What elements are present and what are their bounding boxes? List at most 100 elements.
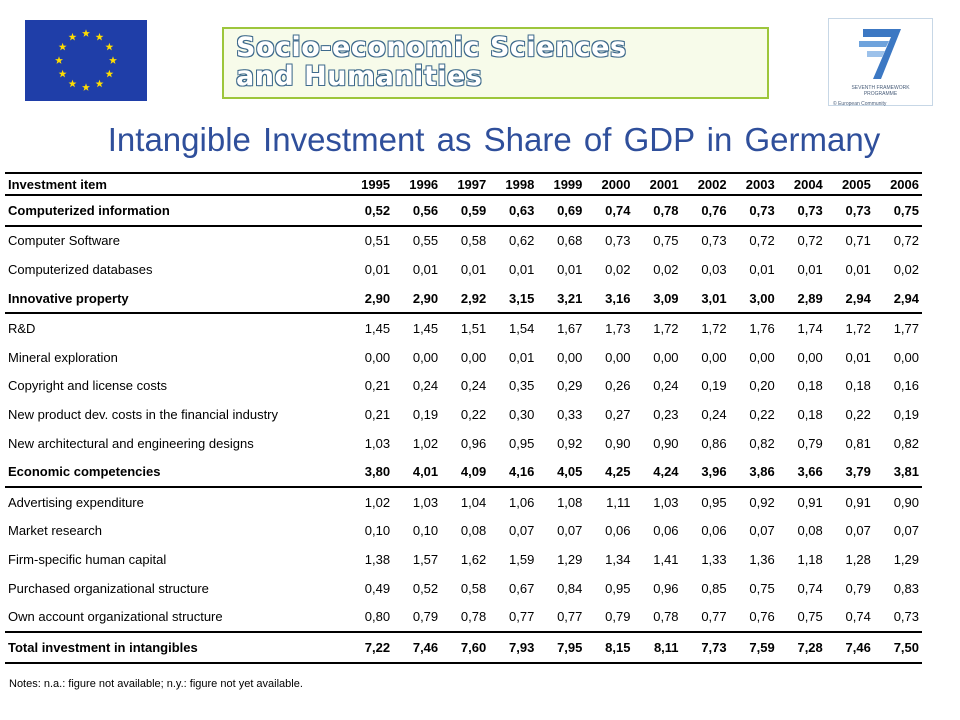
row-value: 0,01 <box>412 261 439 277</box>
row-value: 3,79 <box>845 464 871 480</box>
row-value: 0,69 <box>557 202 583 218</box>
row-value: 1,67 <box>537 312 586 343</box>
row-value: 0,75 <box>893 202 919 218</box>
row-value: 1,73 <box>585 312 634 343</box>
star-icon <box>95 32 104 41</box>
row-value: 1,34 <box>605 551 631 567</box>
star-icon <box>82 29 90 37</box>
fp7-caption-1: SEVENTH FRAMEWORK <box>851 85 910 91</box>
row-value: 0,00 <box>605 349 631 365</box>
row-value: 0,18 <box>845 378 871 394</box>
row-value: 1,11 <box>585 485 634 517</box>
row-value: 0,79 <box>605 609 631 625</box>
row-value: 3,80 <box>364 464 391 480</box>
row-value: 0,02 <box>605 261 631 277</box>
row-label: Firm-specific human capital <box>8 551 167 567</box>
row-value: 0,76 <box>701 202 727 218</box>
row-value: 0,23 <box>653 406 679 422</box>
star-icon <box>68 79 77 88</box>
header-year: 2001 <box>633 172 682 196</box>
row-value: 0,20 <box>749 378 775 394</box>
row-value: 1,04 <box>441 485 490 517</box>
row-value: 1,28 <box>845 551 871 567</box>
row-value: 0,22 <box>749 406 775 422</box>
row-value: 1,33 <box>701 551 727 567</box>
table-row: R&D 1,45 1,45 1,51 1,54 1,67 1,73 1,72 1,72 1,76 1… <box>5 312 922 343</box>
row-value: 1,29 <box>557 551 583 567</box>
row-value: 0,18 <box>797 406 823 422</box>
row-value: 0,77 <box>701 609 727 625</box>
row-value: 0,73 <box>893 609 919 625</box>
row-value: 1,76 <box>729 312 778 343</box>
row-value: 0,81 <box>845 435 871 451</box>
row-value: 0,72 <box>873 224 922 256</box>
row-value: 0,74 <box>605 202 631 218</box>
row-value: 0,06 <box>701 523 727 539</box>
row-label: Purchased organizational structure <box>8 580 209 596</box>
row-value: 0,24 <box>701 406 727 422</box>
row-value: 0,71 <box>825 224 874 256</box>
row-value: 0,10 <box>412 523 439 539</box>
row-value: 1,02 <box>345 485 394 517</box>
table-row: Purchased organizational structure 0,49 0,… <box>5 574 922 603</box>
star-icon <box>58 69 67 78</box>
row-label: Market research <box>8 523 102 539</box>
row-label: Computerized information <box>8 202 170 218</box>
row-value: 1,57 <box>412 551 439 567</box>
row-value: 4,01 <box>412 464 439 480</box>
header-label: Investment item <box>5 172 345 196</box>
row-label: Own account organizational structure <box>8 609 223 625</box>
row-value: 0,78 <box>653 609 679 625</box>
row-value: 0,00 <box>460 349 487 365</box>
row-value: 1,51 <box>441 312 490 343</box>
row-value: 3,15 <box>509 290 535 306</box>
row-value: 0,74 <box>797 580 823 596</box>
row-value: 0,91 <box>825 485 874 517</box>
row-value: 7,73 <box>681 630 730 664</box>
row-label: Total investment in intangibles <box>5 630 345 664</box>
row-value: 0,00 <box>364 349 391 365</box>
row-value: 0,10 <box>364 523 391 539</box>
table-row: New architectural and engineering design… <box>5 429 922 458</box>
table-row: Economic competencies 3,80 4,01 4,09 4,16 4,0… <box>5 457 922 487</box>
row-label: Advertising expenditure <box>5 485 345 517</box>
row-value: 0,01 <box>364 261 391 277</box>
banner-line-1: Socio-economic Sciences <box>236 32 627 63</box>
row-value: 0,07 <box>557 523 583 539</box>
row-label: R&D <box>5 312 345 343</box>
row-value: 3,86 <box>749 464 775 480</box>
table-row: Own account organizational structure 0,80… <box>5 602 922 632</box>
header-year: 2004 <box>777 172 826 196</box>
row-value: 7,22 <box>345 630 394 664</box>
row-value: 0,83 <box>893 580 919 596</box>
star-icon <box>58 42 67 51</box>
star-icon <box>109 56 117 64</box>
row-value: 3,16 <box>605 290 631 306</box>
row-value: 0,92 <box>557 435 583 451</box>
row-value: 0,67 <box>509 580 535 596</box>
row-label: Computer Software <box>5 224 345 256</box>
row-value: 0,02 <box>653 261 679 277</box>
fp7-seven-icon <box>859 29 901 79</box>
row-value: 1,62 <box>460 551 487 567</box>
row-value: 0,21 <box>364 378 391 394</box>
row-value: 0,08 <box>460 523 487 539</box>
row-value: 0,07 <box>845 523 871 539</box>
row-label: New architectural and engineering design… <box>8 435 254 451</box>
row-value: 0,24 <box>653 378 679 394</box>
row-value: 1,74 <box>777 312 826 343</box>
row-value: 0,62 <box>489 224 538 256</box>
table-row: Copyright and license costs 0,21 0,24 0,24 0… <box>5 372 922 401</box>
row-value: 0,55 <box>393 224 442 256</box>
table-row: Computerized databases 0,01 0,01 0,01 0,01 0,… <box>5 255 922 284</box>
row-value: 0,08 <box>797 523 823 539</box>
row-value: 0,01 <box>749 261 775 277</box>
row-value: 0,00 <box>412 349 439 365</box>
row-value: 4,24 <box>653 464 679 480</box>
row-value: 7,50 <box>873 630 922 664</box>
row-value: 0,52 <box>364 202 391 218</box>
row-value: 0,07 <box>893 523 919 539</box>
row-value: 0,73 <box>585 224 634 256</box>
row-value: 0,75 <box>749 580 775 596</box>
row-value: 0,85 <box>701 580 727 596</box>
